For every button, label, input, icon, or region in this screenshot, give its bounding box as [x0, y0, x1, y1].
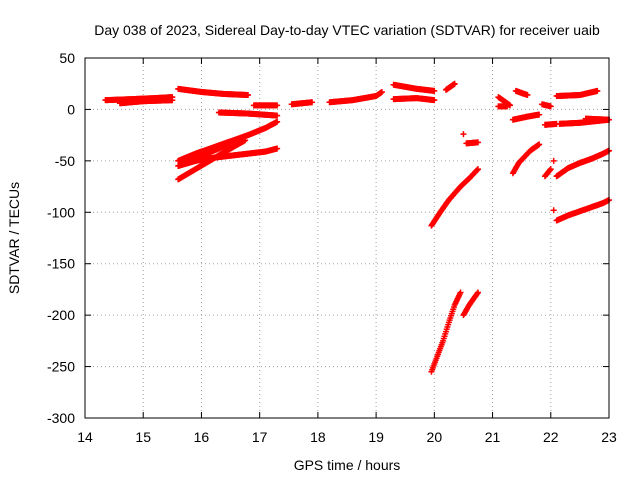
data-point — [457, 289, 464, 296]
grid — [85, 58, 609, 418]
data-point — [507, 102, 514, 109]
y-tick-label: -100 — [47, 204, 75, 220]
x-tick-label: 21 — [485, 429, 501, 445]
data-point — [169, 97, 176, 104]
data-point — [274, 102, 281, 109]
data-point — [504, 103, 511, 110]
data-point — [227, 140, 234, 147]
data-point — [536, 111, 543, 118]
x-tick-label: 14 — [77, 429, 93, 445]
data-point — [242, 137, 249, 144]
data-point — [547, 166, 554, 173]
data-point — [594, 87, 601, 94]
data-point — [524, 92, 531, 99]
data-point — [550, 207, 557, 214]
data-point — [475, 139, 481, 146]
y-axis-label: SDTVAR / TECUs — [6, 182, 22, 294]
x-tick-label: 19 — [368, 429, 384, 445]
data-point — [274, 145, 281, 152]
data-point — [475, 289, 481, 296]
x-tick-label: 15 — [135, 429, 151, 445]
x-tick-label: 18 — [310, 429, 326, 445]
y-tick-label: 0 — [67, 101, 75, 117]
data-point — [245, 92, 252, 99]
y-tick-label: -200 — [47, 307, 75, 323]
data-point — [431, 87, 438, 94]
y-tick-label: -300 — [47, 410, 75, 426]
x-axis-label: GPS time / hours — [294, 457, 401, 473]
axis-ticks: 14 15 16 17 18 19 20 21 22 23 50 0 -50 -100 -150 -200 -2… — [47, 50, 617, 445]
y-tick-label: 50 — [59, 50, 75, 66]
y-tick-label: -150 — [47, 256, 75, 272]
chart-title: Day 038 of 2023, Sidereal Day-to-day VTE… — [94, 22, 600, 38]
x-tick-label: 22 — [543, 429, 559, 445]
y-tick-label: -250 — [47, 359, 75, 375]
data-point — [475, 166, 481, 173]
data-point — [547, 103, 554, 110]
data-points — [102, 80, 612, 375]
data-point — [378, 88, 385, 95]
data-point — [451, 80, 458, 87]
plot-frame — [84, 57, 610, 419]
x-tick-label: 23 — [601, 429, 617, 445]
y-tick-label: -50 — [55, 153, 75, 169]
data-point — [550, 157, 557, 164]
data-point — [309, 99, 316, 106]
data-point — [536, 141, 543, 148]
x-tick-label: 20 — [427, 429, 443, 445]
data-point — [274, 112, 281, 119]
x-tick-label: 16 — [194, 429, 210, 445]
data-point — [431, 97, 438, 104]
x-tick-label: 17 — [252, 429, 268, 445]
data-point — [274, 118, 281, 125]
data-point — [460, 131, 467, 138]
